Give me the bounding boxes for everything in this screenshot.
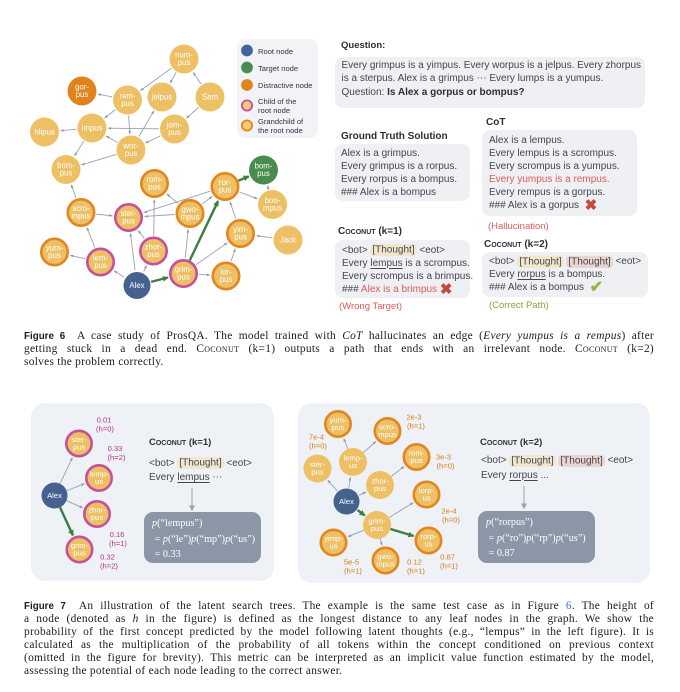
- svg-text:lemp-us: lemp-us: [90, 470, 109, 487]
- svg-text:(h=1): (h=1): [109, 539, 127, 548]
- svg-text:0.87: 0.87: [440, 553, 455, 562]
- svg-text:grim-pus: grim-pus: [368, 517, 386, 534]
- svg-text:0.12: 0.12: [407, 558, 422, 567]
- svg-text:grim-pus: grim-pus: [175, 265, 193, 282]
- svg-text:yum-pus: yum-pus: [46, 244, 64, 261]
- svg-text:2e-3: 2e-3: [406, 413, 421, 422]
- svg-text:lorp-us: lorp-us: [419, 486, 435, 503]
- svg-text:gor-pus: gor-pus: [75, 83, 89, 100]
- svg-text:(h=0): (h=0): [442, 516, 460, 525]
- svg-text:gwo-mpus: gwo-mpus: [376, 552, 395, 569]
- svg-text:0.32: 0.32: [100, 553, 115, 562]
- svg-text:Alex: Alex: [339, 497, 354, 506]
- svg-text:Alex: Alex: [129, 281, 144, 290]
- svg-text:zhor-pus: zhor-pus: [88, 506, 106, 523]
- svg-text:gwo-mpus: gwo-mpus: [180, 205, 199, 222]
- svg-text:ror-pus: ror-pus: [219, 178, 232, 195]
- svg-text:jelpus: jelpus: [151, 92, 172, 101]
- svg-text:(h=1): (h=1): [407, 567, 425, 576]
- svg-text:0.33: 0.33: [108, 444, 123, 453]
- svg-text:(h=2): (h=2): [108, 453, 126, 462]
- svg-text:ster-pus: ster-pus: [310, 460, 326, 477]
- svg-text:ster-pus: ster-pus: [71, 435, 87, 452]
- svg-text:yum-pus: yum-pus: [330, 416, 347, 433]
- svg-text:Sam: Sam: [202, 92, 218, 101]
- svg-text:rorp-us: rorp-us: [420, 532, 437, 549]
- svg-text:grim-pus: grim-pus: [71, 541, 89, 558]
- svg-text:impus: impus: [82, 123, 103, 132]
- svg-text:zhor-pus: zhor-pus: [371, 477, 389, 494]
- svg-text:wor-pus: wor-pus: [122, 142, 139, 159]
- svg-text:boo-mpus: boo-mpus: [263, 196, 282, 213]
- svg-text:lor-pus: lor-pus: [220, 268, 233, 285]
- svg-text:(h=2): (h=2): [100, 562, 118, 571]
- svg-text:jom-pus: jom-pus: [166, 121, 183, 138]
- svg-text:Alex: Alex: [47, 491, 62, 500]
- svg-text:lem-pus: lem-pus: [93, 254, 109, 271]
- svg-text:3e-3: 3e-3: [436, 453, 451, 462]
- svg-text:(h=0): (h=0): [309, 442, 327, 451]
- svg-text:hlipus: hlipus: [34, 127, 54, 136]
- svg-text:(h=1): (h=1): [344, 567, 362, 576]
- svg-text:0.01: 0.01: [97, 416, 112, 425]
- svg-text:rom-pus: rom-pus: [146, 175, 162, 192]
- svg-text:(h=0): (h=0): [96, 425, 114, 434]
- svg-text:brim-pus: brim-pus: [57, 161, 75, 178]
- svg-text:5e-5: 5e-5: [344, 558, 359, 567]
- svg-text:scro-mpus: scro-mpus: [378, 423, 397, 440]
- svg-text:0.16: 0.16: [110, 530, 125, 539]
- svg-text:Jack: Jack: [280, 235, 296, 244]
- svg-text:lemp-us: lemp-us: [344, 454, 363, 471]
- svg-text:yim-pus: yim-pus: [233, 225, 248, 242]
- svg-text:(h=0): (h=0): [437, 462, 455, 471]
- svg-text:scro-mpus: scro-mpus: [71, 204, 90, 221]
- svg-text:zhor-pus: zhor-pus: [145, 243, 163, 260]
- svg-text:rom-pus: rom-pus: [409, 449, 425, 466]
- svg-text:ster-pus: ster-pus: [121, 209, 137, 226]
- svg-text:2e-4: 2e-4: [441, 507, 456, 516]
- svg-text:(h=1): (h=1): [440, 562, 458, 571]
- svg-text:7e-4: 7e-4: [309, 433, 324, 442]
- svg-text:num-pus: num-pus: [175, 51, 193, 68]
- svg-text:(h=1): (h=1): [407, 422, 425, 431]
- svg-text:rem-pus: rem-pus: [119, 92, 135, 109]
- svg-text:bom-pus: bom-pus: [255, 162, 273, 179]
- svg-text:yimp-us: yimp-us: [324, 534, 343, 551]
